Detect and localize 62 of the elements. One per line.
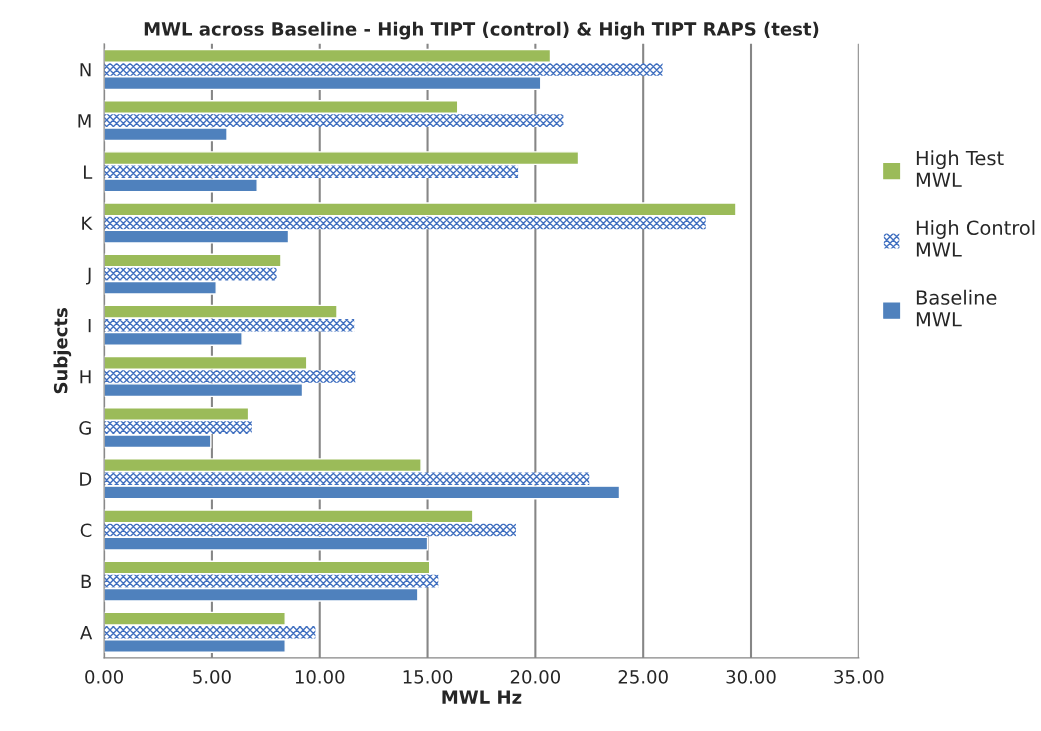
bar [104, 178, 258, 193]
bar [104, 151, 580, 166]
bar [104, 127, 228, 142]
y-tick-label: G [79, 421, 91, 435]
bar [104, 626, 316, 639]
x-tick-label: 15.00 [403, 670, 453, 684]
x-tick-label: 20.00 [510, 670, 561, 684]
bar [104, 611, 286, 626]
legend-label: High Control MWL [916, 220, 1035, 257]
bar [104, 560, 431, 575]
bar [104, 76, 542, 91]
y-tick-label: A [80, 626, 93, 640]
bar [104, 472, 590, 486]
bar [104, 202, 737, 217]
x-tick-label: 10.00 [295, 670, 345, 684]
bar [104, 216, 706, 230]
x-tick-label: 25.00 [618, 670, 668, 684]
bar [104, 485, 621, 500]
bar [104, 253, 282, 268]
x-tick-label: 35.00 [834, 670, 884, 684]
y-tick-label: D [80, 472, 92, 486]
bar [104, 509, 474, 524]
bar [104, 331, 243, 346]
bar [104, 48, 552, 63]
bar [104, 229, 290, 244]
y-tick-label: L [84, 165, 93, 179]
bar [104, 421, 252, 434]
bar [104, 280, 217, 295]
y-tick-label: K [82, 216, 93, 230]
legend-label: High Test MWL [916, 150, 1004, 187]
x-axis-title: MWL Hz [442, 690, 522, 704]
bar [104, 536, 429, 551]
y-tick-label: M [78, 114, 91, 128]
bar [104, 99, 459, 114]
bar [104, 638, 286, 653]
bar [104, 304, 338, 319]
bar [104, 63, 663, 76]
y-tick-label: H [80, 370, 91, 384]
bar [104, 587, 419, 602]
bar [104, 267, 277, 281]
bar [104, 574, 439, 588]
y-tick-label: B [81, 574, 92, 588]
bar [104, 370, 356, 383]
legend-label: Baseline MWL [916, 289, 997, 327]
bar [104, 355, 308, 370]
bar [104, 114, 564, 127]
y-tick-label: C [80, 523, 92, 538]
bar [104, 434, 212, 449]
bar [104, 383, 304, 398]
y-axis-title: Subjects [53, 308, 72, 394]
x-tick-label: 30.00 [726, 670, 776, 684]
bar [104, 319, 355, 332]
chart-title: MWL across Baseline - High TIPT (control) & High TIPT RAPS (test) [144, 21, 819, 40]
bar [104, 523, 516, 537]
bar [104, 165, 519, 179]
x-tick-label: 0.00 [85, 670, 123, 684]
y-tick-label: I [88, 318, 91, 333]
bar [104, 458, 422, 473]
y-tick-label: N [80, 63, 91, 77]
x-tick-label: 5.00 [193, 670, 231, 684]
bar [104, 407, 250, 421]
y-tick-label: J [86, 267, 91, 285]
